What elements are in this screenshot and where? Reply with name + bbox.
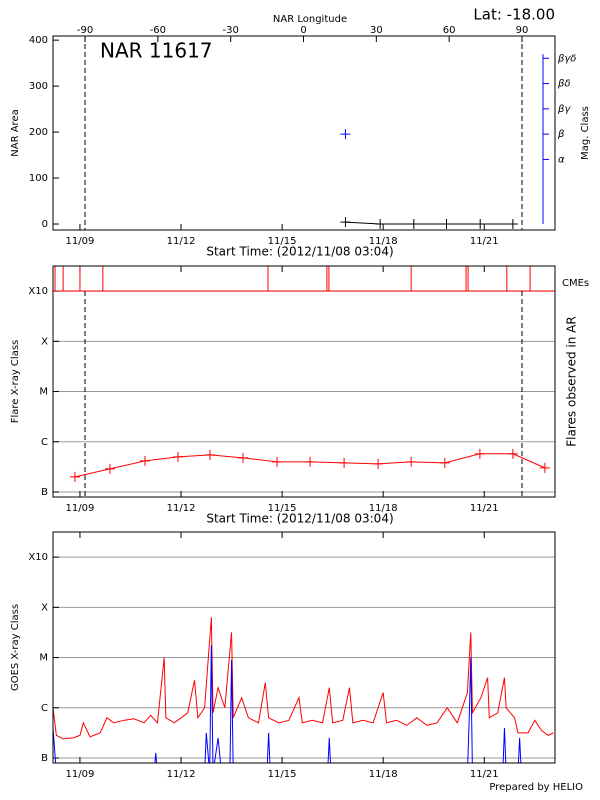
x-tick-label: 11/18	[369, 769, 398, 780]
x-label: Start Time: (2012/11/08 03:04)	[206, 512, 393, 526]
data-point	[375, 219, 386, 230]
data-point	[205, 449, 216, 460]
data-point	[406, 456, 417, 467]
y2-tick-label: βγ	[557, 104, 571, 115]
x-tick-label: 11/12	[167, 236, 196, 247]
y-tick-label: C	[41, 703, 48, 714]
data-point	[172, 451, 183, 462]
data-point	[272, 456, 283, 467]
data-point	[475, 219, 486, 230]
x-tick-label: 11/12	[167, 769, 196, 780]
plot-frame	[52, 265, 556, 498]
y-tick-label: M	[39, 653, 48, 664]
x-tick-label: 11/18	[369, 503, 398, 514]
data-point	[238, 452, 249, 463]
x-tick-label: 11/09	[66, 236, 95, 247]
y2-tick-label: βγδ	[557, 53, 576, 64]
data-point	[139, 455, 150, 466]
data-point	[104, 463, 115, 474]
x-tick-label: 11/18	[369, 236, 398, 247]
data-line	[53, 644, 522, 763]
data-point	[408, 219, 419, 230]
y-tick-label: M	[39, 387, 48, 398]
y2-label: Flares observed in AR	[565, 316, 579, 446]
y2-tick-label: α	[558, 154, 565, 165]
data-point	[441, 219, 452, 230]
data-point	[507, 219, 518, 230]
y-tick-label: 400	[29, 35, 48, 46]
plot-frame	[52, 35, 556, 231]
data-line	[345, 221, 513, 225]
x2-tick-label: 30	[370, 25, 383, 36]
x2-tick-label: -60	[150, 25, 166, 36]
x2-tick-label: -90	[77, 25, 93, 36]
x-tick-label: 11/21	[470, 769, 499, 780]
y-tick-label: X10	[28, 552, 48, 563]
y-tick-label: B	[41, 753, 48, 764]
y-label: GOES X-ray Class	[10, 604, 21, 691]
y-tick-label: 0	[42, 219, 48, 230]
y-label: NAR Area	[10, 109, 21, 156]
x2-tick-label: 90	[516, 25, 529, 36]
y2-tick-label: β	[557, 129, 565, 140]
chart-title: NAR 11617	[100, 39, 213, 63]
y-tick-label: X10	[28, 286, 48, 297]
y2-label: Mag. Class	[580, 106, 591, 160]
x-tick-label: 11/21	[470, 503, 499, 514]
data-point	[539, 462, 550, 473]
data-point	[474, 448, 485, 459]
data-point	[373, 458, 384, 469]
chart-subtitle: Lat: -18.00	[473, 6, 555, 24]
data-point	[69, 471, 80, 482]
x-tick-label: 11/15	[268, 769, 297, 780]
y-tick-label: C	[41, 437, 48, 448]
y2-tick-label: βδ	[557, 79, 571, 90]
data-point	[340, 129, 351, 140]
plot-frame	[52, 531, 556, 764]
y-tick-label: 100	[29, 173, 48, 184]
x-label: Start Time: (2012/11/08 03:04)	[206, 245, 393, 259]
x-tick-label: 11/21	[470, 236, 499, 247]
x-tick-label: 11/15	[268, 503, 297, 514]
x2-tick-label: 60	[443, 25, 456, 36]
x-tick-label: 11/09	[66, 769, 95, 780]
footer: Prepared by HELIO	[489, 782, 583, 793]
x2-tick-label: -30	[223, 25, 239, 36]
y-tick-label: B	[41, 487, 48, 498]
y-tick-label: X	[41, 602, 48, 613]
data-line	[53, 617, 554, 740]
y-tick-label: 200	[29, 127, 48, 138]
data-point	[439, 457, 450, 468]
x2-label: NAR Longitude	[273, 14, 347, 25]
data-point	[340, 217, 351, 228]
event-label: CMEs	[562, 278, 589, 289]
y-tick-label: X	[41, 336, 48, 347]
data-point	[507, 448, 518, 459]
x2-tick-label: 0	[300, 25, 306, 36]
x-tick-label: 11/09	[66, 503, 95, 514]
x-tick-label: 11/12	[167, 503, 196, 514]
x-tick-label: 11/15	[268, 236, 297, 247]
y-label: Flare X-ray Class	[10, 340, 21, 424]
data-point	[305, 456, 316, 467]
y-tick-label: 300	[29, 81, 48, 92]
data-point	[339, 457, 350, 468]
